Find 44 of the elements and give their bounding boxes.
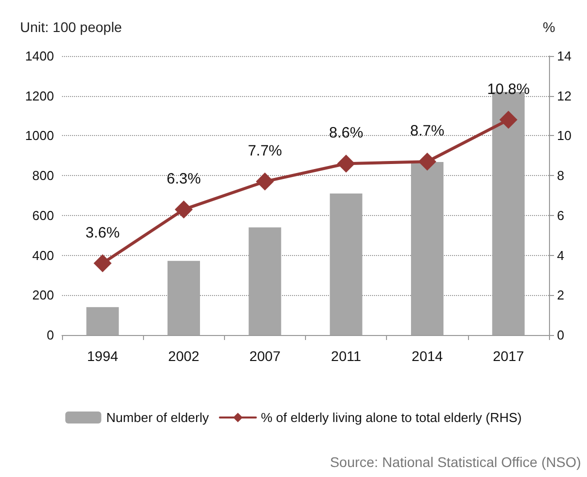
x-tick-label: 2017 [492,348,524,364]
point [174,200,193,218]
y-tick-label: 0 [46,328,54,342]
data-label: 10.8% [487,80,530,98]
legend-label: Number of elderly [106,410,210,425]
x-tick-label: 2007 [249,348,281,364]
bar [86,307,119,335]
y-tick-label: 1200 [25,88,54,104]
y2-tick-label: 4 [557,248,564,263]
y-tick-label: 200 [32,288,54,303]
y2-tick-label: 0 [557,328,564,342]
y2-tick-label: 12 [557,88,572,104]
bar [248,227,282,335]
x-tick-label: 1994 [87,348,118,364]
y-tick-label: 1000 [25,128,54,144]
point [418,152,436,171]
y2-axis-title: % [542,19,556,35]
data-label: 3.6% [85,224,120,242]
y-tick-label: 600 [32,208,54,223]
point [94,254,112,272]
data-label: 6.3% [166,170,201,188]
y-axis-title: Unit: 100 people [20,19,122,35]
data-label: 8.7% [410,122,444,140]
y2-tick-label: 10 [557,128,572,144]
data-label: 7.7% [248,142,282,160]
source-note: Source: National Statistical Office (NSO) [330,454,582,470]
point [499,110,518,129]
point [337,154,356,173]
y2-tick-label: 14 [557,48,572,64]
x-tick-label: 2011 [331,348,362,364]
y-tick-label: 1400 [25,48,54,64]
point [256,172,274,191]
y-tick-label: 400 [32,248,54,263]
y2-tick-label: 8 [557,168,564,184]
bar [411,162,444,335]
y-tick-label: 800 [32,168,54,184]
legend-label: % of elderly living alone to total elderly (RHS) [260,410,522,425]
data-label: 8.6% [328,124,364,142]
y2-tick-label: 2 [557,288,564,303]
bar [168,260,200,335]
y2-tick-label: 6 [557,208,564,223]
x-tick-label: 2002 [168,348,200,364]
x-tick-label: 2014 [412,348,444,364]
bar [330,194,362,335]
